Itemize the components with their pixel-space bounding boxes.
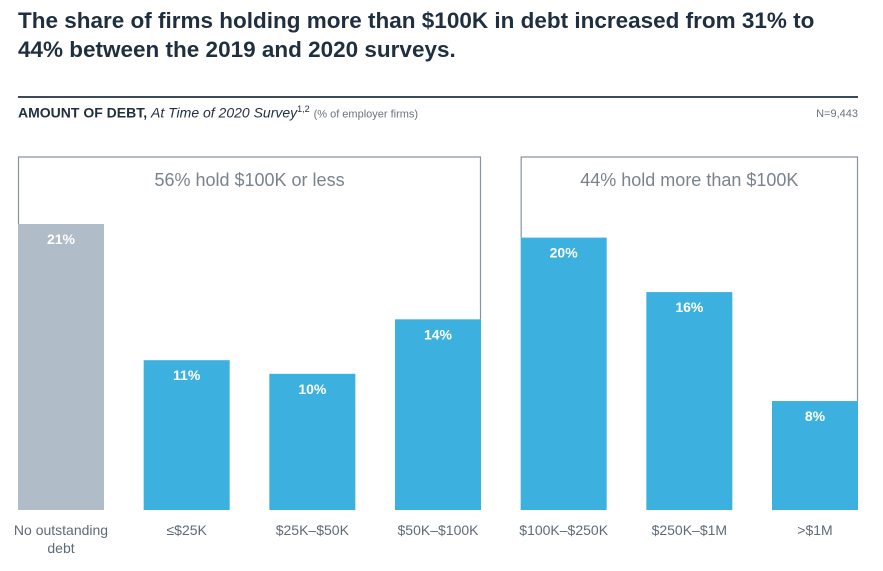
- bar-value-label-2: 10%: [298, 381, 327, 397]
- subtitle-note: (% of employer firms): [313, 108, 419, 121]
- bar-4: [520, 237, 607, 510]
- bar-value-label-1: 11%: [173, 367, 201, 383]
- bar-5: [646, 292, 733, 510]
- subtitle-footnote: 1,2: [297, 104, 310, 114]
- bar-value-label-6: 8%: [805, 408, 826, 424]
- category-label-2: $25K–$50K: [276, 522, 350, 538]
- group-label-0: 56% hold $100K or less: [154, 170, 344, 190]
- title-rule: [18, 96, 858, 98]
- bar-6: [772, 401, 858, 510]
- subtitle-italic: At Time of 2020 Survey: [151, 104, 298, 121]
- chart-subtitle: AMOUNT OF DEBT, At Time of 2020 Survey1,…: [18, 104, 418, 121]
- category-label-4: $100K–$250K: [519, 522, 608, 538]
- group-label-1: 44% hold more than $100K: [580, 170, 798, 190]
- bar-2: [269, 373, 356, 510]
- category-label-1: ≤$25K: [166, 522, 207, 538]
- sample-size: N=9,443: [816, 108, 858, 120]
- bar-value-label-0: 21%: [47, 231, 76, 247]
- category-label-6: >$1M: [797, 522, 832, 538]
- group-bracket-0: [17, 156, 482, 320]
- bar-value-label-4: 20%: [550, 245, 579, 261]
- bar-1: [143, 360, 230, 510]
- bar-0: [18, 224, 104, 510]
- bar-3: [395, 319, 481, 510]
- category-label-0-line-1: debt: [47, 540, 74, 556]
- category-label-0-line-0: No outstanding: [14, 522, 108, 538]
- debt-bar-chart: 21% No outstanding debt 11% ≤$25K 10% $25K–$50…: [14, 156, 859, 556]
- category-label-5: $250K–$1M: [652, 522, 728, 538]
- group-bracket-1: [520, 156, 859, 402]
- bar-value-label-3: 14%: [424, 326, 453, 342]
- category-label-3: $50K–$100K: [398, 522, 480, 538]
- chart-headline: The share of firms holding more than $10…: [18, 8, 815, 62]
- subtitle-main: AMOUNT OF DEBT,: [18, 104, 148, 121]
- bar-value-label-5: 16%: [675, 299, 704, 315]
